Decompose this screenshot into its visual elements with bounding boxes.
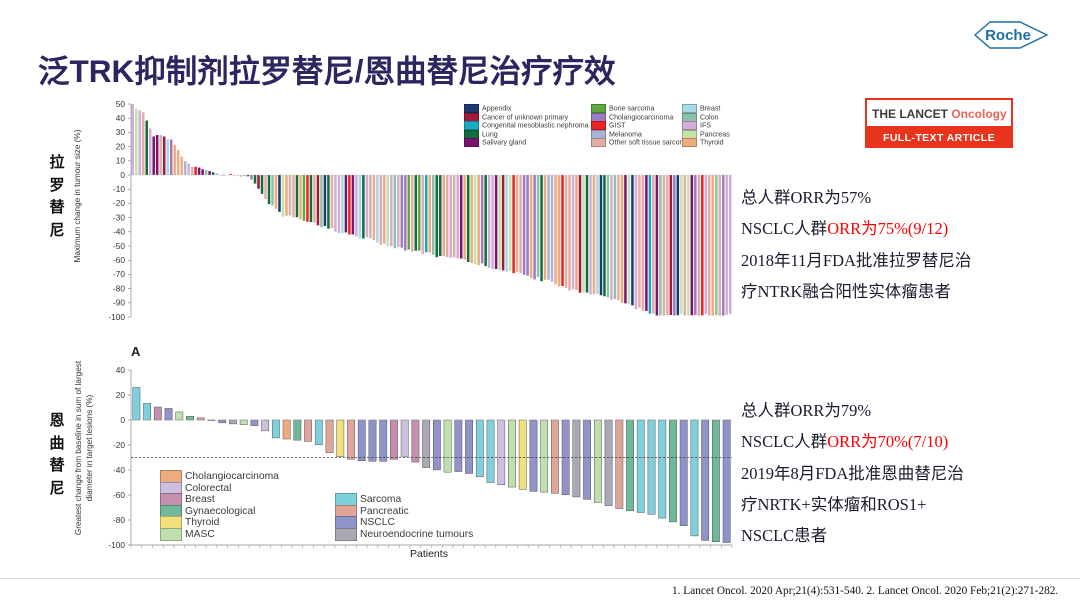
svg-text:Roche: Roche (985, 27, 1031, 44)
svg-text:-100: -100 (108, 312, 125, 322)
svg-text:-40: -40 (113, 227, 125, 237)
svg-text:10: 10 (116, 156, 126, 166)
svg-text:-80: -80 (113, 283, 125, 293)
svg-text:40: 40 (116, 365, 126, 375)
svg-text:-10: -10 (113, 184, 125, 194)
svg-text:-60: -60 (113, 490, 125, 500)
svg-text:30: 30 (116, 127, 126, 137)
svg-text:-50: -50 (113, 241, 125, 251)
svg-text:40: 40 (116, 113, 126, 123)
svg-text:-100: -100 (108, 540, 125, 550)
svg-text:0: 0 (120, 170, 125, 180)
svg-text:50: 50 (116, 100, 126, 109)
svg-text:-30: -30 (113, 212, 125, 222)
svg-text:0: 0 (120, 415, 125, 425)
svg-text:-60: -60 (113, 255, 125, 265)
svg-text:-20: -20 (113, 198, 125, 208)
svg-text:-90: -90 (113, 298, 125, 308)
svg-text:20: 20 (116, 390, 126, 400)
svg-text:20: 20 (116, 141, 126, 151)
svg-text:-80: -80 (113, 515, 125, 525)
svg-text:-40: -40 (113, 465, 125, 475)
svg-text:-20: -20 (113, 440, 125, 450)
svg-text:-70: -70 (113, 269, 125, 279)
